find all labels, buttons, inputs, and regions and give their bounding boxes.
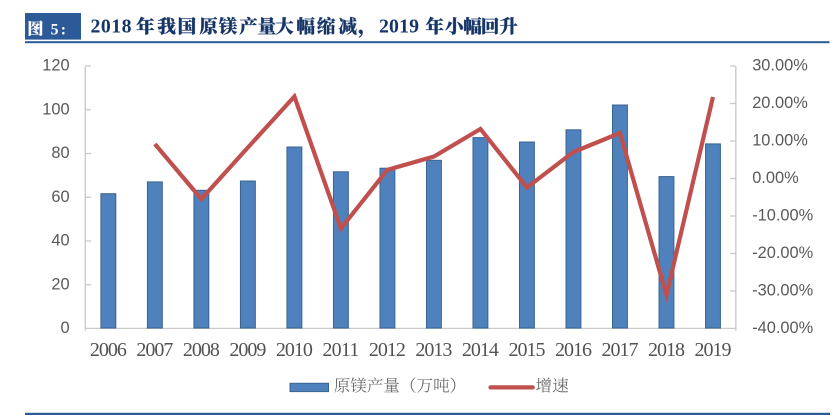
- svg-text:2008: 2008: [183, 339, 220, 361]
- svg-text:2019: 2019: [694, 339, 731, 361]
- svg-text:100: 100: [42, 100, 69, 118]
- svg-text:10.00%: 10.00%: [752, 132, 808, 150]
- svg-text:2018: 2018: [91, 16, 132, 38]
- svg-text:-10.00%: -10.00%: [752, 207, 813, 225]
- svg-text:60: 60: [51, 188, 69, 206]
- svg-text:2012: 2012: [369, 339, 406, 361]
- svg-text:2017: 2017: [601, 339, 638, 361]
- svg-text:2009: 2009: [229, 339, 266, 361]
- svg-text:0.00%: 0.00%: [752, 169, 798, 187]
- svg-text:-20.00%: -20.00%: [752, 244, 813, 262]
- svg-text:2006: 2006: [90, 339, 127, 361]
- svg-text:30.00%: 30.00%: [752, 57, 808, 75]
- svg-text:2011: 2011: [322, 339, 359, 361]
- svg-text:40: 40: [51, 232, 69, 250]
- svg-text:5:: 5:: [51, 21, 69, 38]
- svg-text:80: 80: [51, 144, 69, 162]
- svg-text:2010: 2010: [276, 339, 313, 361]
- svg-text:2019: 2019: [379, 16, 419, 38]
- svg-text:2016: 2016: [555, 339, 592, 361]
- svg-text:2014: 2014: [462, 339, 499, 361]
- svg-text:2007: 2007: [136, 339, 173, 361]
- svg-text:2018: 2018: [648, 339, 685, 361]
- svg-text:20.00%: 20.00%: [752, 94, 808, 112]
- svg-text:-30.00%: -30.00%: [752, 282, 813, 300]
- svg-text:120: 120: [42, 57, 69, 75]
- svg-text:0: 0: [60, 319, 69, 337]
- svg-text:-40.00%: -40.00%: [752, 319, 813, 337]
- svg-text:2015: 2015: [508, 339, 545, 361]
- svg-text:20: 20: [51, 275, 69, 293]
- svg-text:2013: 2013: [415, 339, 452, 361]
